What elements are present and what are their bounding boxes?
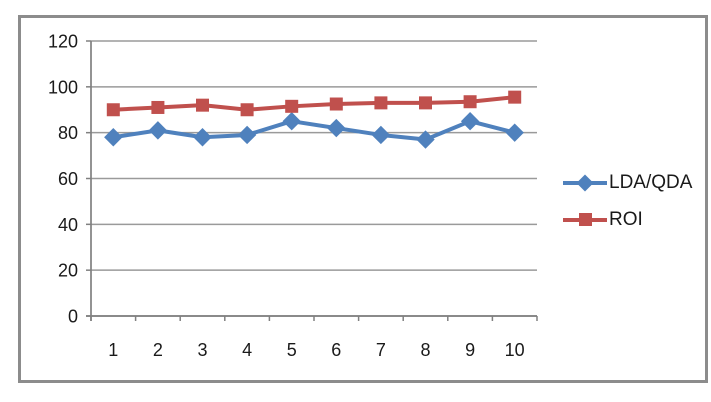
data-point-diamond (460, 112, 480, 131)
data-point-square (374, 96, 388, 110)
roi-line-square-icon (563, 207, 607, 232)
data-point-diamond (282, 112, 301, 131)
y-tick-label: 0 (68, 307, 78, 327)
legend-item-roi: ROI (563, 207, 692, 232)
data-point-diamond (237, 125, 257, 145)
data-point-diamond (416, 130, 435, 149)
lda-qda-legend-diamond-icon (576, 174, 594, 191)
data-point-square (106, 103, 120, 117)
roi-legend-square-icon (579, 213, 592, 226)
data-point-diamond (104, 128, 123, 147)
data-point-square (508, 90, 522, 104)
series-line-ROI (111, 95, 517, 112)
lda-qda-line-diamond-icon (563, 170, 607, 195)
data-point-square (329, 97, 343, 111)
x-tick-label: 4 (242, 340, 252, 360)
x-tick-label: 3 (197, 340, 207, 360)
data-point-square (240, 103, 254, 117)
data-point-square (151, 100, 165, 114)
x-tick-label: 8 (420, 340, 430, 360)
chart-frame (18, 15, 708, 383)
y-tick-label: 120 (48, 32, 78, 52)
legend-label-roi: ROI (609, 208, 643, 230)
data-point-square (419, 96, 432, 110)
data-point-diamond (327, 118, 346, 138)
data-point-diamond (148, 121, 168, 140)
x-tick-label: 5 (287, 340, 297, 360)
y-tick-label: 80 (58, 123, 78, 143)
data-point-diamond (371, 125, 391, 145)
x-tick-label: 9 (465, 340, 475, 360)
data-point-square (285, 99, 299, 113)
x-tick-label: 10 (505, 340, 525, 360)
data-point-square (196, 98, 209, 112)
y-tick-label: 20 (58, 261, 78, 281)
legend-label-lda-qda: LDA/QDA (609, 171, 693, 193)
x-tick-label: 7 (376, 340, 386, 360)
data-point-diamond (193, 128, 212, 147)
x-tick-label: 2 (153, 340, 163, 360)
data-point-diamond (505, 123, 524, 142)
x-tick-label: 6 (331, 340, 341, 360)
legend: LDA/QDA ROI (563, 170, 692, 232)
y-tick-label: 60 (58, 169, 78, 189)
legend-item-lda-qda: LDA/QDA (563, 170, 692, 195)
x-tick-label: 1 (108, 340, 118, 360)
series-line-LDA/QDA (111, 119, 517, 142)
y-tick-label: 40 (58, 215, 78, 235)
y-tick-label: 100 (48, 77, 78, 97)
data-point-square (463, 95, 477, 109)
